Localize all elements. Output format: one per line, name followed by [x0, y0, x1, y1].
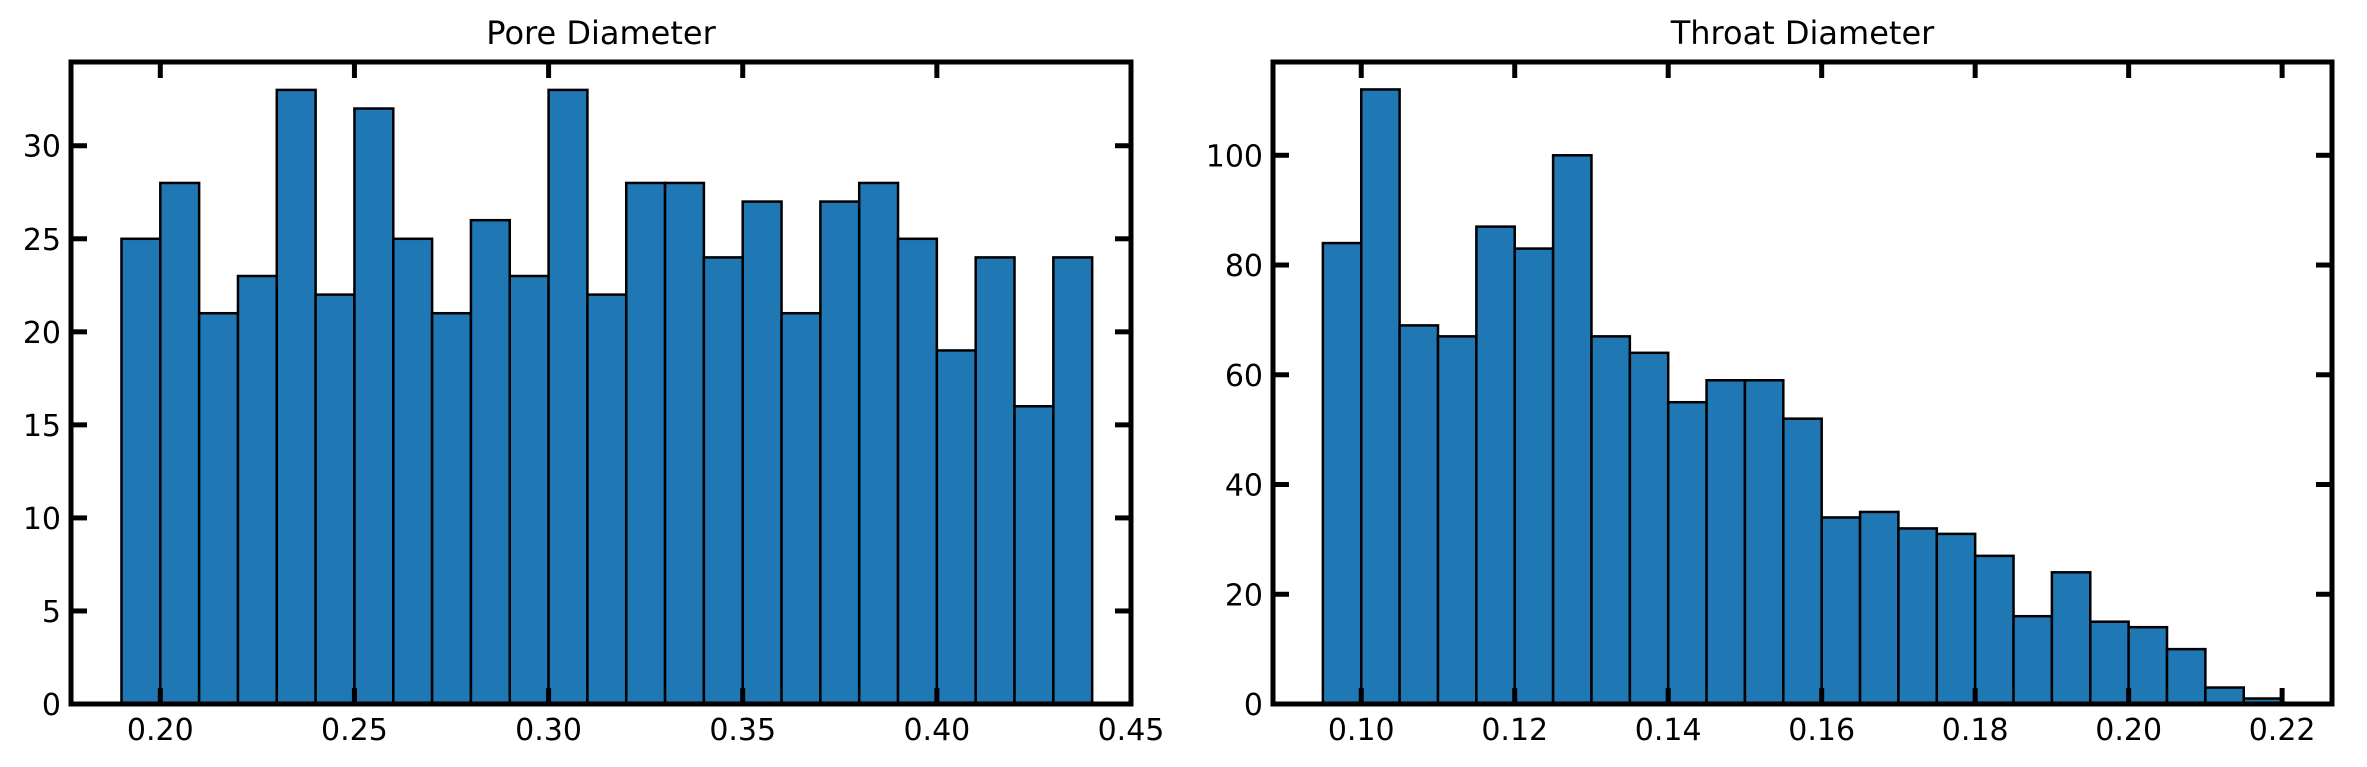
histogram-bar [197, 311, 240, 706]
histogram-bar [819, 200, 861, 706]
histogram-bar [663, 181, 706, 706]
y-tick-label: 5 [42, 595, 61, 630]
histogram-bar [741, 200, 783, 706]
histogram-bar [586, 293, 628, 706]
histogram-bar [2050, 571, 2092, 706]
histogram-bar [1897, 527, 1939, 706]
histogram-bar [508, 274, 550, 706]
histogram-bar [896, 237, 939, 706]
x-tick-label: 0.30 [515, 713, 582, 748]
histogram-bar [1052, 256, 1094, 706]
histogram-bar [1935, 532, 1977, 706]
x-tick-label: 0.16 [1788, 713, 1855, 748]
y-tick-label: 15 [23, 409, 61, 444]
histogram-bar [353, 107, 395, 706]
chart-title: Pore Diameter [486, 14, 716, 52]
x-tick-label: 0.22 [2249, 713, 2316, 748]
histogram-bar [1705, 379, 1747, 706]
x-tick-label: 0.18 [1942, 713, 2009, 748]
y-tick-label: 30 [23, 130, 61, 165]
histogram-bar [547, 88, 589, 706]
histogram-bar [1398, 324, 1440, 706]
histogram-bar [1360, 88, 1401, 706]
y-tick-label: 20 [1225, 578, 1263, 613]
histogram-bar [392, 237, 434, 706]
x-tick-label: 0.20 [2095, 713, 2162, 748]
histogram-bar [469, 218, 512, 706]
pore-diameter-chart: Pore Diameter 0.20 0.25 0.30 0.35 0.40 0.45 0 5… [23, 14, 1165, 748]
histogram-bar [159, 181, 201, 706]
y-tick-label: 80 [1225, 249, 1263, 284]
histogram-bar [236, 274, 279, 706]
histogram-bar [430, 311, 473, 706]
y-tick-label: 10 [23, 502, 61, 537]
x-tick-label: 0.25 [321, 713, 388, 748]
histogram-bar [702, 256, 744, 706]
histogram-bar [1820, 516, 1862, 706]
histogram-bar [2127, 625, 2169, 706]
y-tick-label: 40 [1225, 469, 1263, 504]
histogram-bar [1436, 335, 1478, 706]
y-tick-label: 0 [1244, 688, 1263, 723]
x-tick-label: 0.14 [1635, 713, 1702, 748]
histogram-bar [1013, 405, 1055, 706]
histogram-bar [2165, 647, 2207, 706]
histogram-bar [120, 237, 162, 706]
histogram-bar [974, 256, 1016, 706]
histogram-bar [1321, 241, 1363, 706]
histogram-bar [1743, 379, 1785, 706]
x-tick-label: 0.20 [127, 713, 194, 748]
x-tick-label: 0.45 [1098, 713, 1165, 748]
histogram-bar [857, 181, 900, 706]
histogram-bar [1973, 554, 2015, 706]
histogram-bar [2089, 620, 2130, 706]
y-tick-label: 100 [1206, 139, 1263, 174]
x-tick-label: 0.40 [903, 713, 970, 748]
y-tick-label: 0 [42, 688, 61, 723]
x-tick-label: 0.10 [1328, 713, 1395, 748]
x-tick-label: 0.35 [709, 713, 776, 748]
histogram-bar [1666, 400, 1708, 706]
histogram-bar [1782, 417, 1823, 706]
axes-frame [68, 59, 1134, 707]
histogram-bar [1551, 154, 1593, 706]
histogram-bar [2012, 614, 2054, 706]
histogram-bar [624, 181, 667, 706]
histogram-bar [275, 88, 317, 706]
chart-title: Throat Diameter [1670, 14, 1935, 52]
histogram-bar [1475, 225, 1516, 706]
x-tick-label: 0.12 [1481, 713, 1548, 748]
histogram-bar [314, 293, 356, 706]
throat-diameter-chart: Throat Diameter 0.10 0.12 0.14 0.16 0.18 0.20… [1206, 14, 2335, 748]
y-tick-label: 20 [23, 316, 61, 351]
histogram-bar [1513, 247, 1555, 706]
histogram-bar [935, 349, 977, 706]
y-tick-label: 25 [23, 223, 61, 258]
histogram-bar [1590, 335, 1632, 706]
histogram-bar [1858, 510, 1900, 706]
axes-frame [1270, 59, 2335, 707]
histogram-bar [1628, 351, 1670, 706]
y-tick-label: 60 [1225, 359, 1263, 394]
histogram-bar [780, 311, 822, 706]
